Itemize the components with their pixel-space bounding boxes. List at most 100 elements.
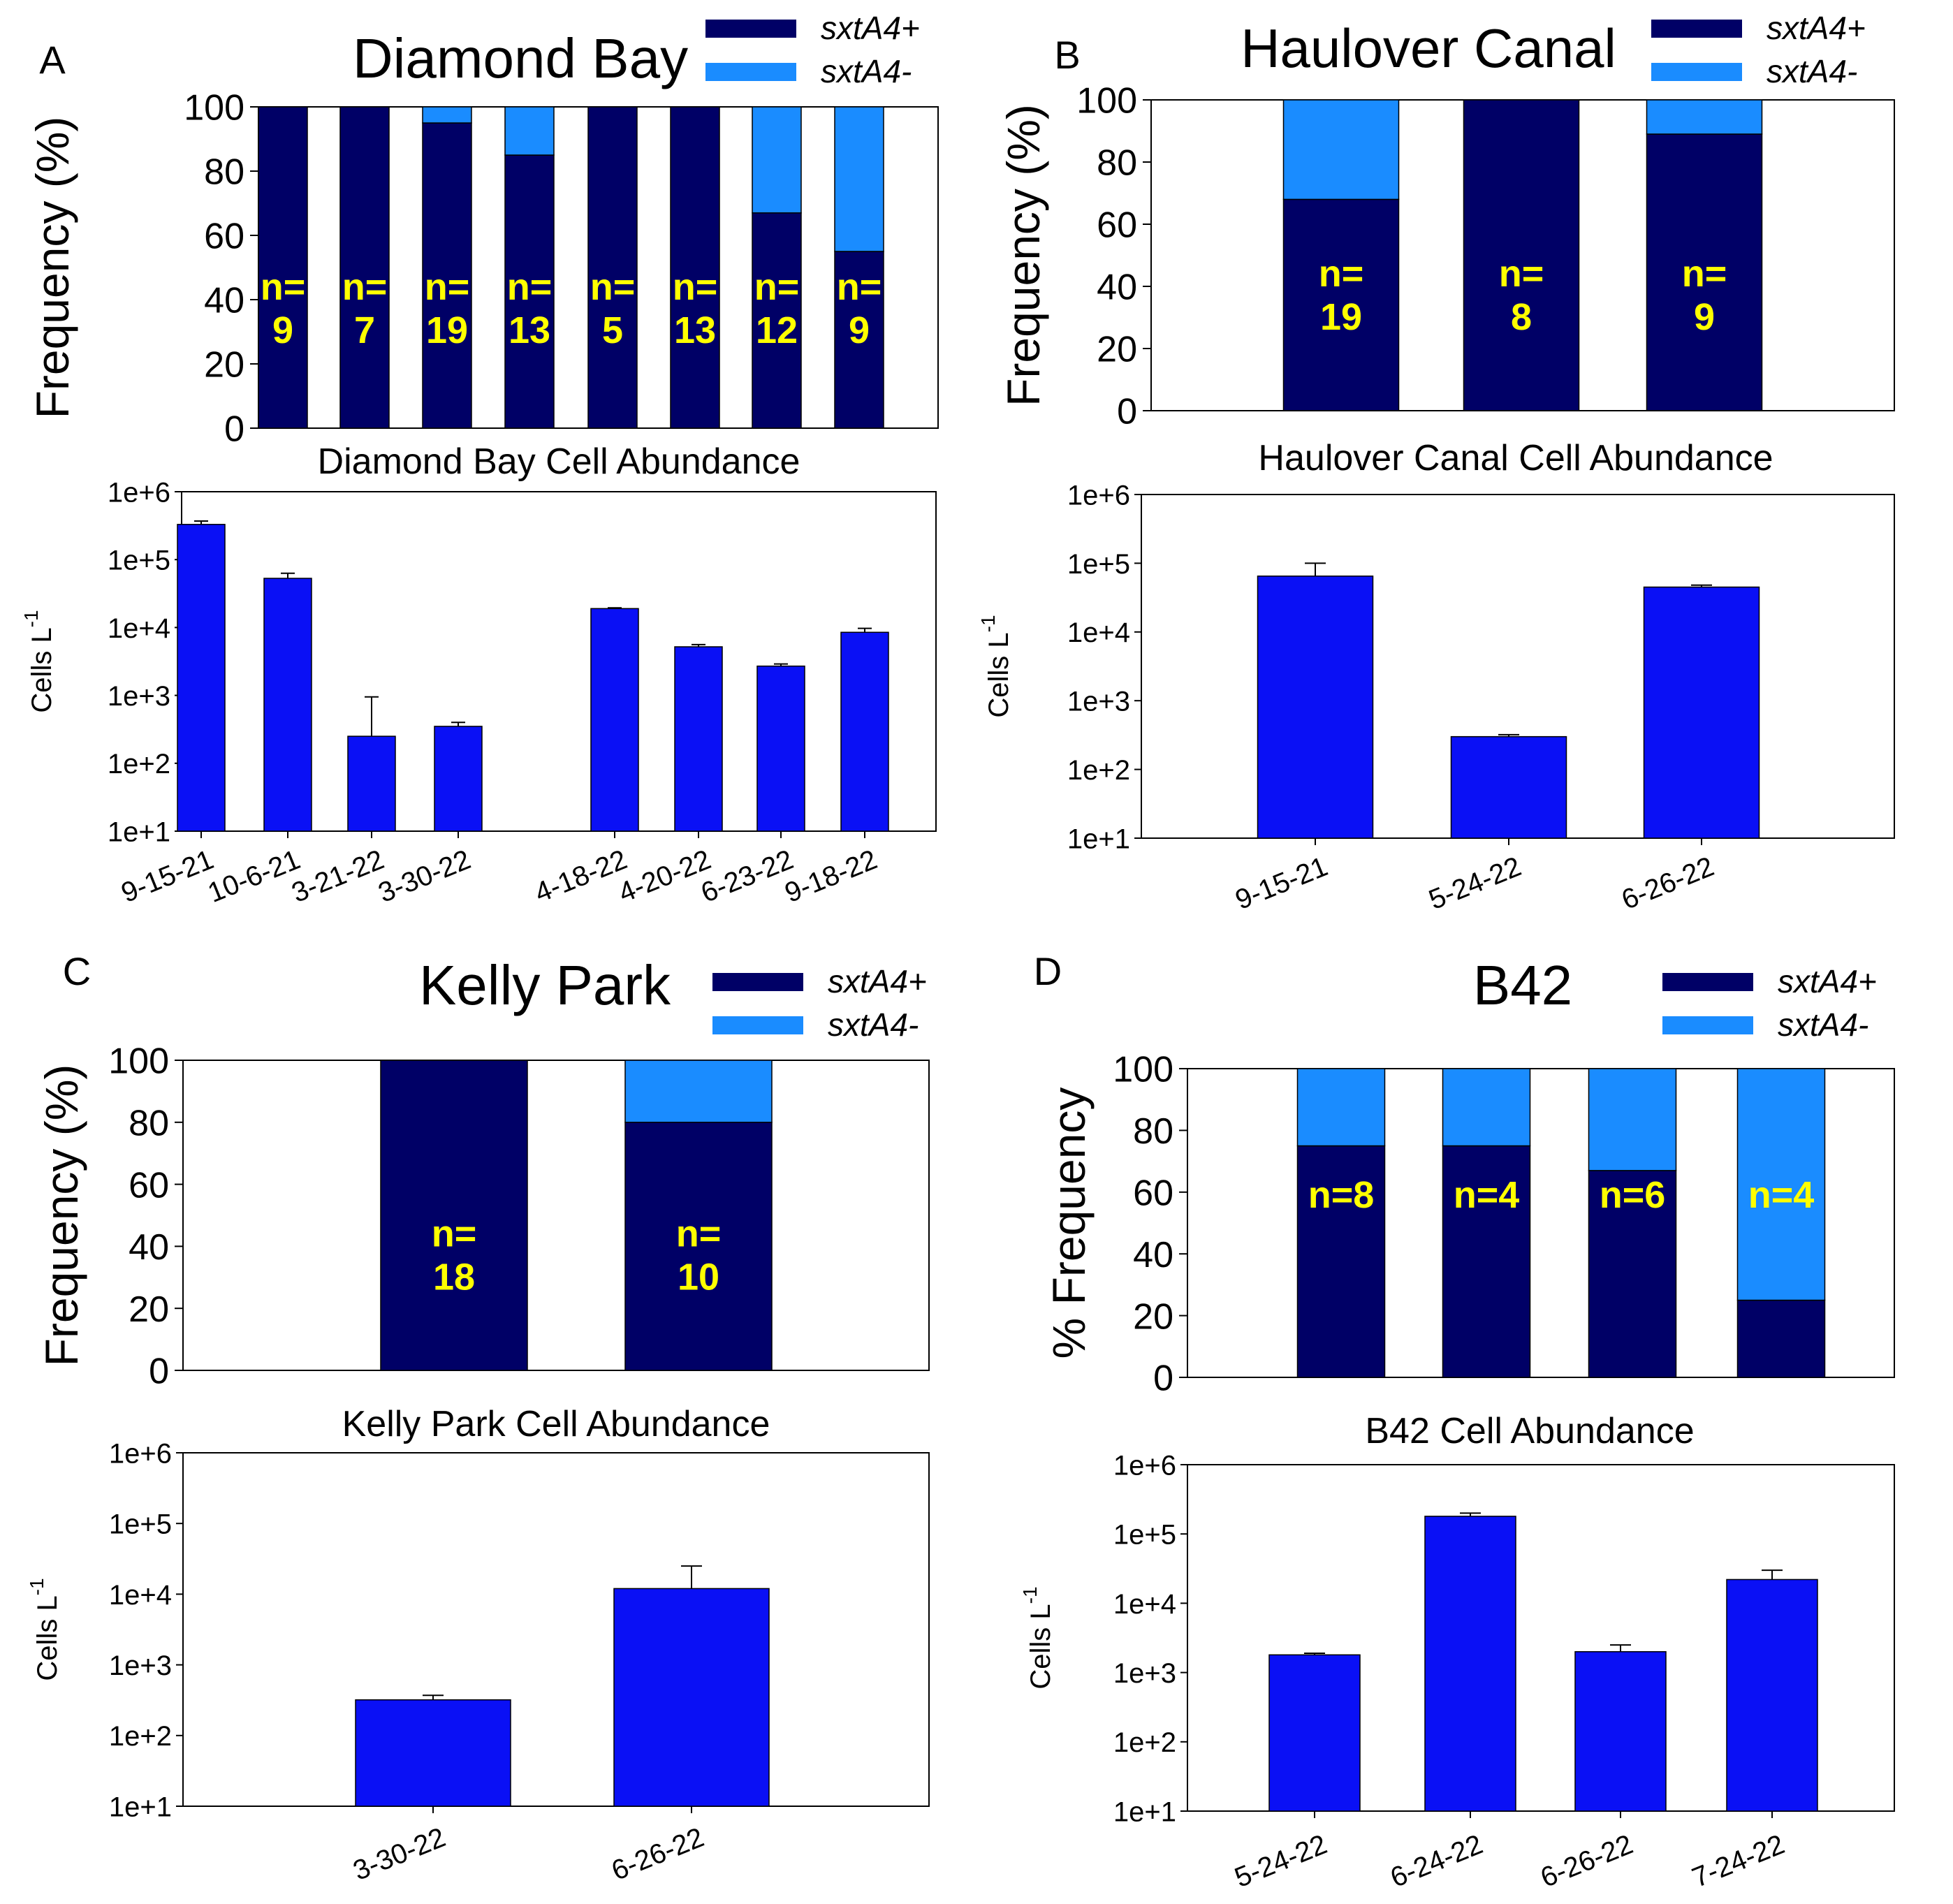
bar-sxtA4-positive	[1463, 99, 1580, 411]
y-axis-label: Frequency (%)	[36, 1064, 87, 1367]
y-tick-label: 1e+1	[1067, 823, 1130, 854]
bar-sxtA4-negative	[1296, 1068, 1386, 1147]
n-label: n=	[590, 266, 636, 308]
y-tick-label: 100	[184, 88, 244, 129]
legend-swatch	[712, 1016, 803, 1034]
y-tick-label: 1e+3	[1067, 687, 1130, 717]
x-tick-label: 9-15-21	[1231, 851, 1332, 916]
panel-A-abundance-chart: 1e+1 1e+2 1e+3 1e+4 1e+5 1e+6 Cells L-1 9-15-21…	[20, 441, 937, 909]
y-tick-label: 1e+2	[109, 1721, 172, 1752]
y-tick-label: 1e+5	[108, 545, 170, 576]
bar-sxtA4-negative	[834, 106, 884, 252]
y-tick-label: 20	[1133, 1296, 1173, 1337]
n-label: 19	[1320, 296, 1362, 338]
y-tick-label: 80	[1097, 143, 1137, 184]
legend-label: sxtA4+	[821, 10, 920, 46]
x-tick-label: 9-15-21	[117, 844, 218, 909]
x-tick-label: 6-26-22	[1618, 851, 1718, 916]
abundance-bar	[590, 608, 639, 832]
n-label: 18	[433, 1257, 475, 1298]
n-label: n=4	[1748, 1174, 1815, 1216]
bar-sxtA4-negative	[1588, 1068, 1677, 1171]
n-label: 5	[602, 309, 623, 351]
n-label: n=4	[1454, 1174, 1520, 1216]
n-label: 9	[849, 309, 870, 351]
n-label: 19	[426, 309, 468, 351]
y-tick-label: 1e+1	[1113, 1796, 1176, 1827]
y-tick-label: 0	[1117, 392, 1137, 432]
legend-label: sxtA4-	[828, 1006, 919, 1043]
plot-frame	[1187, 1464, 1895, 1812]
y-tick-label: 100	[1113, 1050, 1173, 1090]
n-label: 13	[674, 309, 716, 351]
plot-frame	[1187, 1068, 1895, 1378]
abundance-bar	[674, 646, 723, 832]
y-tick-label: 40	[1133, 1235, 1173, 1275]
x-tick-label: 6-26-22	[1537, 1829, 1637, 1894]
bar-sxtA4-positive	[1736, 1299, 1826, 1378]
y-tick-label: 1e+2	[108, 749, 170, 779]
bar-sxtA4-negative	[422, 106, 472, 124]
panel-B-abundance-chart: 1e+1 1e+2 1e+3 1e+4 1e+5 1e+6 Cells L-1 9-15-21…	[977, 438, 1895, 916]
n-label: n=	[1682, 253, 1727, 295]
y-tick-label: 1e+4	[1067, 617, 1130, 648]
x-tick-label: 3-30-22	[374, 844, 475, 909]
y-tick-label: 40	[1097, 268, 1137, 308]
x-tick-label: 10-6-21	[204, 844, 305, 909]
abundance-bar	[1574, 1650, 1667, 1812]
x-tick-label: 3-30-22	[349, 1822, 450, 1887]
legend-label: sxtA4-	[821, 53, 912, 89]
bar-sxtA4-positive	[752, 212, 802, 429]
x-tick-label: 3-21-22	[288, 844, 388, 909]
panel-letter: A	[39, 38, 66, 82]
x-tick-label: 4-18-22	[531, 844, 631, 909]
abundance-bar	[1268, 1654, 1361, 1812]
bar-sxtA4-negative	[1442, 1068, 1531, 1147]
x-tick-label: 6-24-22	[1387, 1829, 1487, 1894]
abundance-bar	[1450, 735, 1567, 839]
y-tick-label: 1e+2	[1113, 1727, 1176, 1758]
chart-title: Diamond Bay	[353, 27, 688, 89]
bar-sxtA4-positive	[587, 106, 638, 429]
legend-swatch	[1662, 973, 1753, 991]
y-tick-label: 60	[204, 217, 244, 257]
x-tick-label: 6-23-22	[697, 844, 798, 909]
bar-sxtA4-positive	[1442, 1145, 1531, 1378]
panel-letter: B	[1054, 33, 1080, 77]
bar-sxtA4-negative	[624, 1060, 773, 1123]
abundance-bar	[263, 578, 312, 832]
y-tick-label: 1e+3	[108, 681, 170, 712]
n-label: n=	[425, 266, 470, 308]
chart-title: B42 Cell Abundance	[1365, 1411, 1694, 1451]
y-tick-label: 40	[204, 281, 244, 321]
legend-swatch	[705, 20, 796, 38]
x-tick-label: 4-20-22	[615, 844, 715, 909]
n-label: n=6	[1600, 1174, 1666, 1216]
y-tick-label: 100	[108, 1041, 169, 1082]
bar-sxtA4-positive	[339, 106, 390, 429]
plot-frame	[182, 1060, 930, 1371]
x-tick-label: 7-24-22	[1688, 1829, 1789, 1894]
bar-sxtA4-negative	[504, 106, 555, 156]
bar-sxtA4-positive	[1646, 133, 1763, 411]
y-tick-label: 0	[149, 1352, 169, 1392]
legend-swatch	[1651, 63, 1742, 81]
chart-title: Haulover Canal	[1241, 17, 1616, 79]
n-label: n=	[432, 1213, 477, 1254]
y-tick-label: 60	[1133, 1173, 1173, 1214]
plot-frame	[182, 1452, 930, 1807]
legend-swatch	[1662, 1016, 1753, 1034]
y-tick-label: 1e+3	[109, 1650, 172, 1681]
n-label: n=	[754, 266, 800, 308]
y-tick-label: 100	[1076, 81, 1137, 122]
bar-sxtA4-negative	[1736, 1068, 1826, 1301]
y-tick-label: 1e+5	[1067, 549, 1130, 580]
panel-letter: D	[1034, 949, 1062, 993]
abundance-bar	[1257, 576, 1374, 839]
y-tick-label: 20	[129, 1289, 169, 1330]
n-label: n=	[837, 266, 882, 308]
n-label: n=	[1499, 253, 1544, 295]
legend-label: sxtA4+	[1778, 963, 1877, 999]
